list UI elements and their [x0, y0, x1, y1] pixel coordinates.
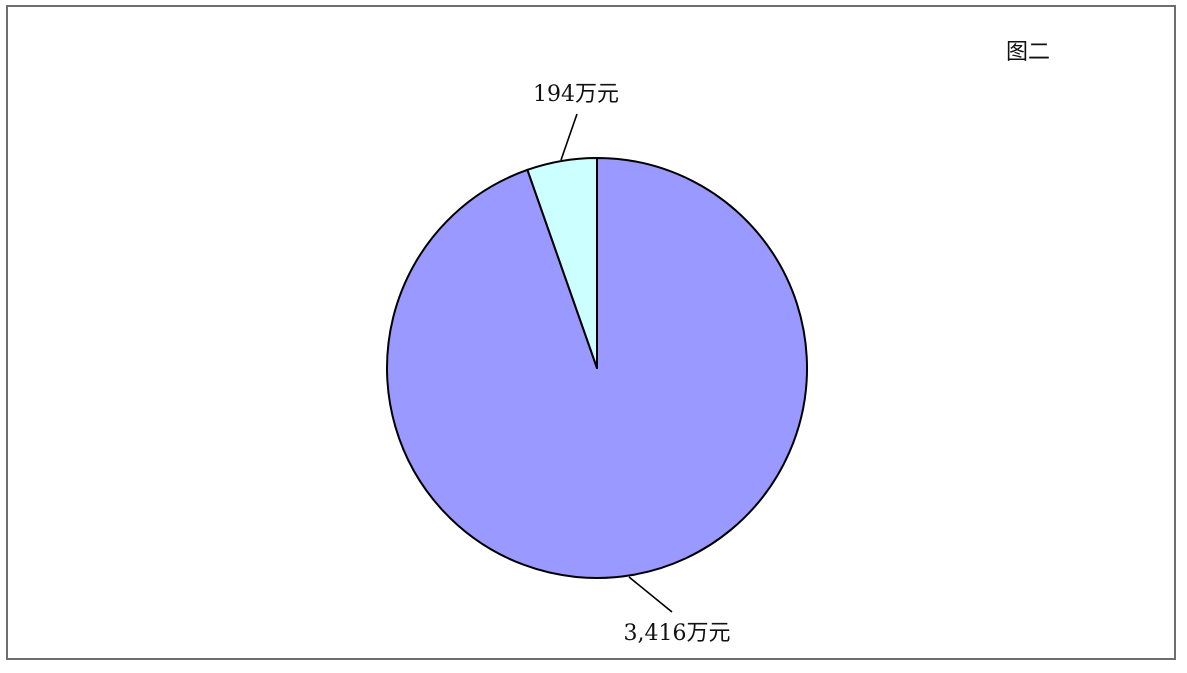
leader-lines: [560, 113, 673, 613]
pie-slice-1: [526, 157, 598, 369]
leader-line-1: [560, 113, 578, 161]
slice-label-0: 3,416万元: [624, 621, 731, 646]
leader-line-0: [628, 576, 673, 613]
chart-title: 图二: [1006, 40, 1050, 65]
slice-label-1: 194万元: [533, 82, 619, 107]
pie-slices: [386, 157, 808, 579]
slice-labels: 3,416万元 194万元: [533, 82, 730, 646]
